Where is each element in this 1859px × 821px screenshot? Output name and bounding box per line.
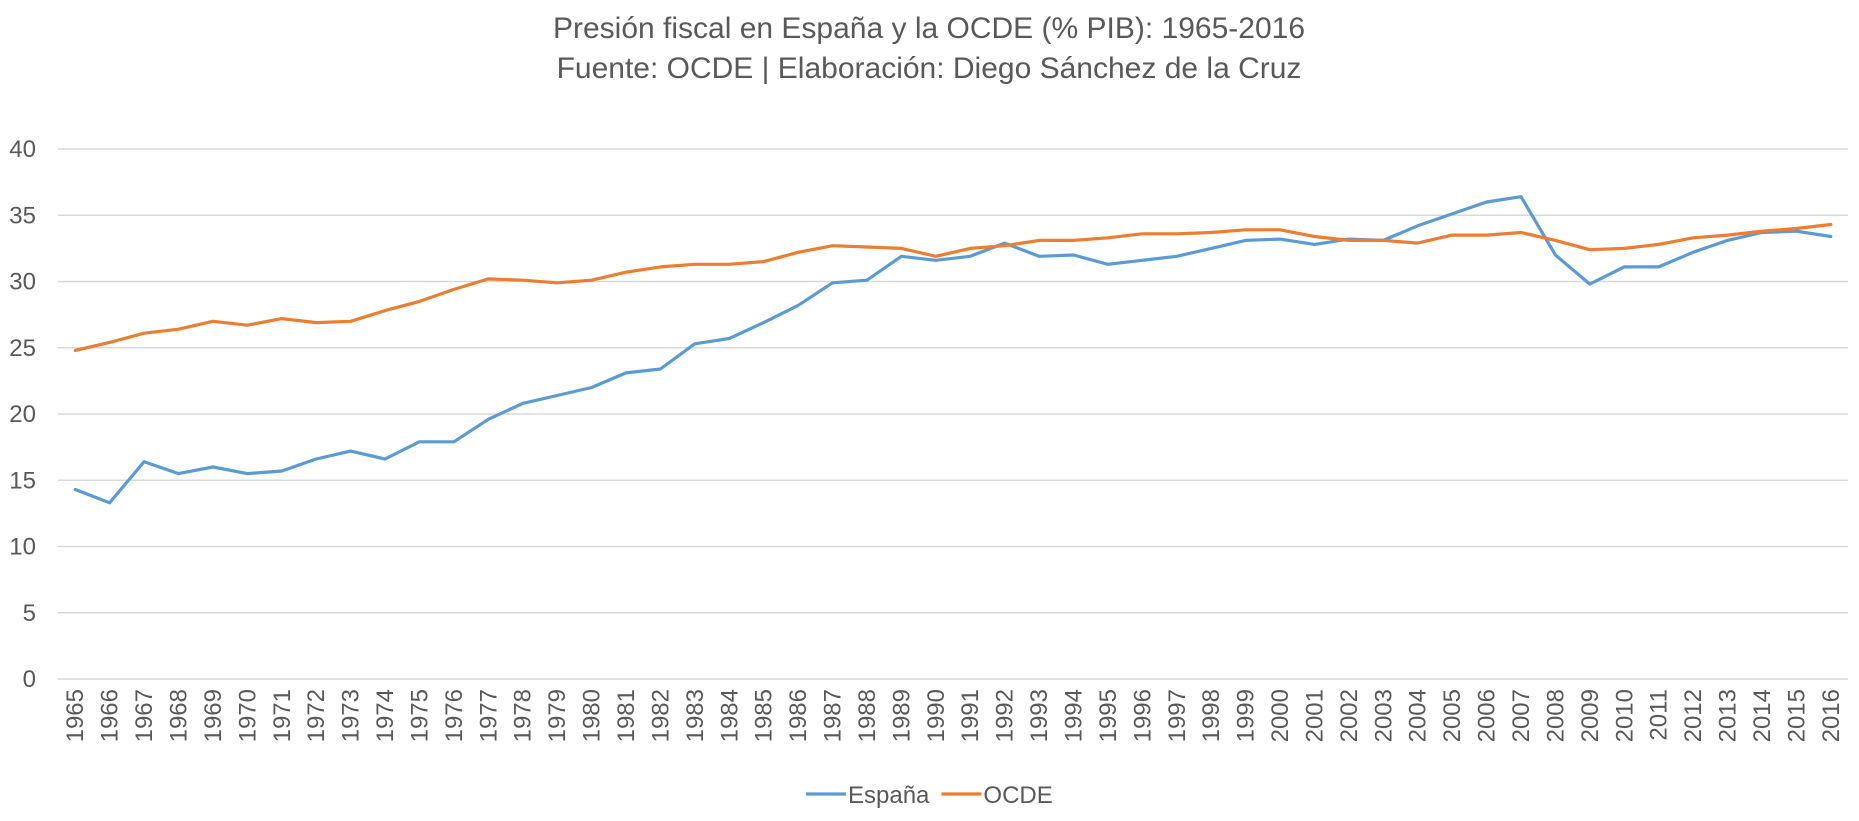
x-tick-label: 1996: [1129, 689, 1156, 742]
x-tick-label: 1974: [372, 689, 399, 742]
x-tick-label: 2000: [1267, 689, 1294, 742]
x-tick-label: 1998: [1198, 689, 1225, 742]
x-tick-label: 1970: [234, 689, 261, 742]
x-axis-ticks: 1965 1966 1967 1968 1969 1970 1971 1972 1973 1974…: [62, 689, 1845, 742]
x-tick-label: 1990: [923, 689, 950, 742]
x-tick-label: 1967: [131, 689, 158, 742]
x-tick-label: 1980: [579, 689, 606, 742]
x-tick-label: 1981: [613, 689, 640, 742]
chart-subtitle: Fuente: OCDE | Elaboración: Diego Sánche…: [557, 52, 1302, 85]
y-tick-label: 20: [9, 401, 36, 428]
x-tick-label: 2004: [1405, 689, 1432, 742]
x-tick-label: 1988: [854, 689, 881, 742]
x-tick-label: 1969: [200, 689, 227, 742]
x-tick-label: 2003: [1370, 689, 1397, 742]
x-tick-label: 1978: [510, 689, 537, 742]
x-tick-label: 1976: [441, 689, 468, 742]
x-tick-label: 2009: [1577, 689, 1604, 742]
y-tick-label: 0: [23, 666, 36, 693]
x-tick-label: 1972: [303, 689, 330, 742]
series-lines: [73, 195, 1833, 505]
x-tick-label: 2011: [1646, 689, 1673, 741]
x-tick-label: 1971: [269, 689, 296, 742]
series-line-espa-a: [73, 195, 1833, 505]
y-tick-label: 30: [9, 269, 36, 296]
x-tick-label: 1995: [1095, 689, 1122, 742]
x-tick-label: 1999: [1233, 689, 1260, 742]
x-tick-label: 2005: [1439, 689, 1466, 742]
x-tick-label: 1965: [62, 689, 89, 742]
y-axis-ticks: 0 5 10 15 20 25 30 35 40: [9, 136, 36, 693]
x-tick-label: 1987: [820, 689, 847, 742]
y-tick-label: 15: [9, 467, 36, 494]
x-tick-label: 2008: [1542, 689, 1569, 742]
x-tick-label: 2013: [1715, 689, 1742, 742]
x-tick-label: 1975: [406, 689, 433, 742]
x-tick-label: 2002: [1336, 689, 1363, 742]
x-tick-label: 2015: [1783, 689, 1810, 742]
x-tick-label: 2010: [1611, 689, 1638, 742]
x-tick-label: 1989: [888, 689, 915, 742]
x-tick-label: 2007: [1508, 689, 1535, 742]
x-tick-label: 1994: [1060, 689, 1087, 742]
legend-label: España: [848, 782, 930, 809]
x-tick-label: 1979: [544, 689, 571, 742]
x-tick-label: 1966: [97, 689, 124, 742]
y-tick-label: 10: [9, 534, 36, 561]
x-tick-label: 1973: [338, 689, 365, 742]
y-tick-label: 25: [9, 335, 36, 362]
x-tick-label: 1993: [1026, 689, 1053, 742]
legend: España OCDE: [806, 782, 1053, 809]
x-tick-label: 1985: [751, 689, 778, 742]
x-tick-label: 1986: [785, 689, 812, 742]
y-tick-label: 5: [23, 600, 36, 627]
legend-label: OCDE: [983, 782, 1052, 809]
y-tick-label: 40: [9, 136, 36, 163]
x-tick-label: 1983: [682, 689, 709, 742]
x-tick-label: 1997: [1164, 689, 1191, 742]
x-tick-label: 2001: [1301, 689, 1328, 742]
legend-item: España: [806, 782, 930, 809]
chart-title: Presión fiscal en España y la OCDE (% PI…: [553, 12, 1305, 45]
legend-item: OCDE: [941, 782, 1053, 809]
series-line-ocde: [73, 222, 1833, 352]
x-tick-label: 2012: [1680, 689, 1707, 742]
x-tick-label: 1984: [716, 689, 743, 742]
gridlines: [58, 148, 1848, 680]
x-tick-label: 1982: [647, 689, 674, 742]
x-tick-label: 1968: [165, 689, 192, 742]
x-tick-label: 2016: [1818, 689, 1845, 742]
x-tick-label: 1991: [957, 689, 984, 742]
x-tick-label: 2014: [1749, 689, 1776, 742]
x-tick-label: 1977: [475, 689, 502, 742]
x-tick-label: 2006: [1474, 689, 1501, 742]
y-tick-label: 35: [9, 202, 36, 229]
x-tick-label: 1992: [992, 689, 1019, 742]
